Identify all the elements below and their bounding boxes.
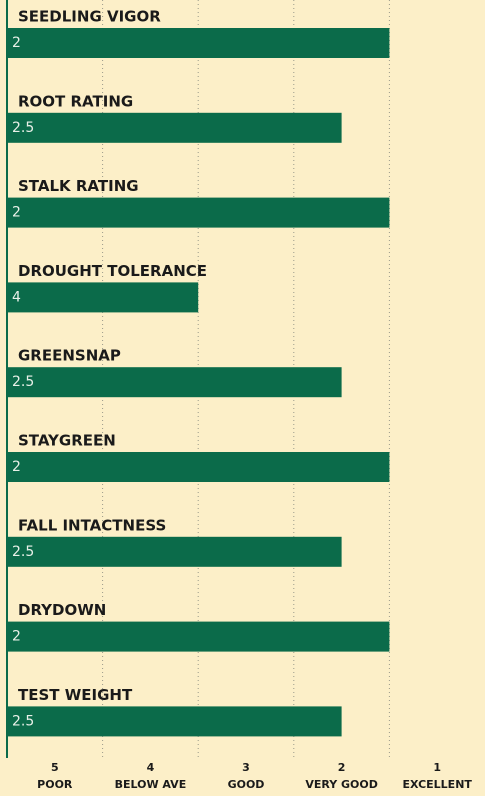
category-label: DRYDOWN <box>18 601 106 619</box>
category-label: SEEDLING VIGOR <box>18 8 161 26</box>
value-label: 2.5 <box>12 713 34 729</box>
value-label: 2 <box>12 35 21 51</box>
bar <box>7 28 390 58</box>
category-label: TEST WEIGHT <box>18 686 133 704</box>
bar <box>7 197 390 228</box>
x-tick-label: 4 <box>147 761 155 774</box>
value-label: 2.5 <box>12 374 34 390</box>
bar <box>7 452 390 482</box>
x-tick-label: 2 <box>338 761 346 774</box>
value-label: 2 <box>12 629 21 645</box>
x-tick-name: GOOD <box>228 778 265 791</box>
bar <box>7 621 390 652</box>
value-label: 2.5 <box>12 544 34 560</box>
x-tick-name: EXCELLENT <box>402 778 472 791</box>
bar <box>7 706 342 737</box>
category-label: ROOT RATING <box>18 92 133 110</box>
x-tick-label: 5 <box>51 761 59 774</box>
bar <box>7 112 342 143</box>
value-label: 2 <box>12 459 21 475</box>
value-label: 4 <box>12 289 21 305</box>
category-label: DROUGHT TOLERANCE <box>18 262 207 280</box>
x-tick-label: 1 <box>433 761 441 774</box>
x-tick-name: VERY GOOD <box>305 778 378 791</box>
value-label: 2.5 <box>12 120 34 136</box>
bar <box>7 367 342 398</box>
x-tick-name: POOR <box>37 778 73 791</box>
bar <box>7 536 342 567</box>
x-tick-name: BELOW AVE <box>115 778 187 791</box>
category-label: FALL INTACTNESS <box>18 516 166 534</box>
value-label: 2 <box>12 205 21 221</box>
x-tick-label: 3 <box>242 761 250 774</box>
category-label: STAYGREEN <box>18 432 116 450</box>
category-label: STALK RATING <box>18 177 139 195</box>
bar <box>7 282 199 313</box>
category-label: GREENSNAP <box>18 347 121 365</box>
